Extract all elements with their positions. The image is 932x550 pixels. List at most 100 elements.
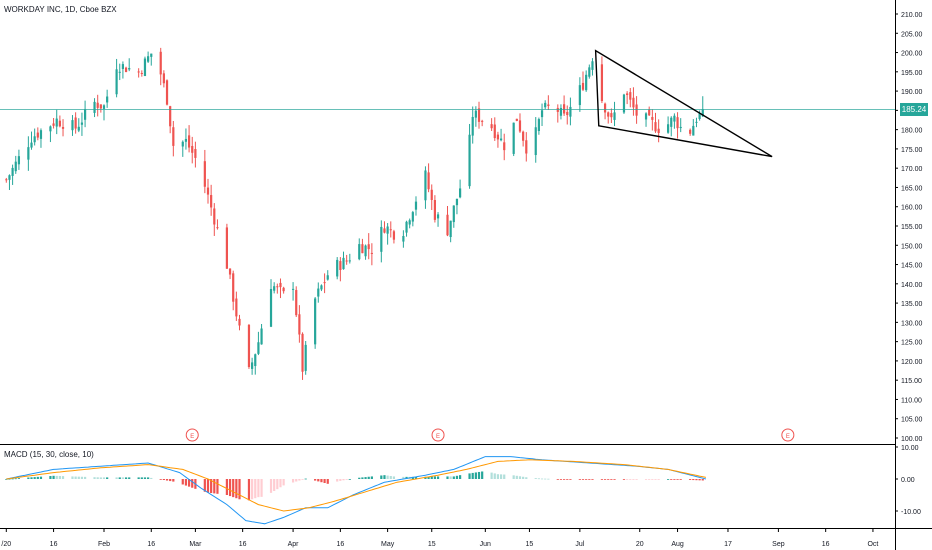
candle-body [326, 275, 329, 280]
macd-histogram-bar [55, 475, 58, 479]
macd-histogram-bar [52, 475, 55, 479]
macd-histogram-bar [459, 475, 462, 479]
candle-body [689, 129, 692, 134]
macd-histogram-bar [93, 477, 96, 479]
candle-body [540, 110, 544, 118]
macd-histogram-bar [260, 479, 263, 497]
signal-line [6, 459, 707, 512]
macd-histogram-bar [181, 479, 184, 485]
candle-body [191, 145, 194, 153]
macd-histogram-bar [169, 479, 172, 482]
candle-body [537, 119, 540, 131]
macd-histogram-bar [27, 477, 30, 479]
candle-body [273, 286, 276, 291]
candle-body [169, 106, 172, 127]
candle-body [339, 261, 342, 271]
candle-body [181, 141, 184, 147]
macd-histogram-bar [39, 476, 43, 479]
macd-histogram-bar [115, 477, 118, 479]
candle-body [459, 188, 462, 198]
macd-histogram-bar [515, 475, 518, 479]
macd-histogram-bar [99, 477, 102, 479]
price-tick-label: 200.00 [901, 51, 923, 58]
macd-histogram-bar [585, 479, 588, 480]
candle-body [213, 208, 216, 225]
candle-body [342, 257, 345, 270]
candle-body [701, 109, 704, 117]
macd-histogram-bar [411, 476, 414, 479]
macd-histogram-bar [370, 476, 373, 479]
macd-histogram-bar [436, 476, 440, 479]
candle-body [172, 127, 175, 146]
candle-body [345, 260, 348, 262]
price-tick-label: 100.00 [901, 436, 923, 443]
macd-histogram-bar [14, 478, 17, 480]
candle-body [370, 252, 373, 254]
macd-histogram-bar [137, 477, 140, 479]
candle-body [490, 124, 493, 129]
candle-body [74, 117, 77, 129]
macd-histogram-bar [304, 478, 307, 480]
candle-body [17, 156, 21, 165]
macd-histogram-bar [481, 471, 484, 479]
macd-histogram-bar [320, 479, 323, 483]
time-tick-label: /20 [1, 541, 11, 548]
candle-body [525, 140, 528, 154]
price-tick-label: 145.00 [901, 263, 923, 270]
candle-body [607, 112, 610, 117]
macd-histogram-bar [673, 479, 676, 480]
earnings-marker-label: E [190, 434, 194, 440]
macd-tick-label: 0.00 [901, 477, 915, 484]
macd-histogram-bar [544, 478, 547, 480]
macd-histogram-bar [295, 479, 298, 482]
macd-histogram-bar [342, 479, 345, 481]
macd-histogram-bar [446, 476, 449, 479]
candle-body [203, 161, 206, 187]
candle-body [654, 122, 657, 132]
macd-histogram-bar [36, 476, 39, 479]
candle-body [336, 259, 339, 277]
macd-histogram-bar [600, 479, 604, 480]
macd-histogram-bar [613, 479, 616, 480]
candle-body [30, 142, 33, 148]
macd-panel[interactable] [5, 456, 707, 525]
macd-histogram-bar [632, 479, 635, 480]
time-tick-label: 15 [428, 541, 436, 548]
macd-histogram-bar [607, 479, 610, 480]
macd-histogram-bar [588, 479, 591, 480]
macd-histogram-bar [499, 474, 503, 479]
candle-body [534, 127, 537, 156]
time-tick-label: Jun [480, 541, 491, 548]
candle-body [452, 205, 455, 223]
macd-histogram-bar [276, 479, 279, 490]
chart-title: WORKDAY INC, 1D, Cboe BZX [4, 5, 117, 14]
macd-histogram-bar [326, 479, 329, 484]
candle-body [474, 110, 477, 118]
axis-layer: 210.00205.00200.00195.00190.00185.00180.… [1, 12, 922, 548]
candle-body [124, 67, 128, 73]
candle-body [314, 298, 317, 345]
price-tick-label: 140.00 [901, 282, 923, 289]
price-panel[interactable] [0, 47, 895, 380]
macd-histogram-bar [206, 479, 210, 493]
macd-title: MACD (15, 30, close, 10) [4, 450, 94, 459]
macd-histogram-bar [367, 476, 370, 479]
candle-body [635, 104, 638, 116]
macd-line [6, 456, 707, 525]
candle-body [55, 118, 58, 127]
price-tick-label: 155.00 [901, 224, 923, 231]
macd-histogram-bar [336, 479, 339, 482]
candle-body [36, 132, 39, 138]
candle-body [414, 201, 418, 210]
candle-body [206, 187, 210, 195]
macd-histogram-bar [540, 478, 544, 480]
macd-histogram-bar [679, 479, 682, 480]
macd-histogram-bar [140, 477, 143, 479]
candle-body [49, 126, 52, 132]
macd-histogram-bar [392, 476, 396, 479]
candle-body [430, 189, 433, 200]
macd-histogram-bar [339, 479, 342, 481]
macd-histogram-bar [314, 479, 317, 481]
candle-body [603, 103, 607, 113]
